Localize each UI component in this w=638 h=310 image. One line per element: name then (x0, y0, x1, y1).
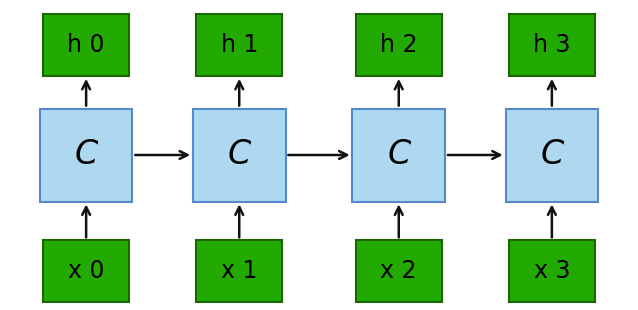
FancyBboxPatch shape (352, 108, 445, 202)
Text: x 2: x 2 (380, 259, 417, 283)
Text: x 3: x 3 (533, 259, 570, 283)
FancyBboxPatch shape (40, 108, 133, 202)
Text: C: C (228, 139, 251, 171)
FancyBboxPatch shape (356, 14, 441, 76)
FancyBboxPatch shape (509, 240, 595, 302)
Text: C: C (540, 139, 563, 171)
Text: C: C (387, 139, 410, 171)
Text: h 0: h 0 (68, 33, 105, 57)
FancyBboxPatch shape (509, 14, 595, 76)
FancyBboxPatch shape (197, 14, 282, 76)
FancyBboxPatch shape (505, 108, 598, 202)
Text: h 3: h 3 (533, 33, 570, 57)
FancyBboxPatch shape (197, 240, 282, 302)
Text: x 0: x 0 (68, 259, 105, 283)
FancyBboxPatch shape (43, 14, 129, 76)
FancyBboxPatch shape (43, 240, 129, 302)
Text: x 1: x 1 (221, 259, 258, 283)
FancyBboxPatch shape (193, 108, 285, 202)
Text: h 1: h 1 (221, 33, 258, 57)
Text: h 2: h 2 (380, 33, 417, 57)
Text: C: C (75, 139, 98, 171)
FancyBboxPatch shape (356, 240, 441, 302)
